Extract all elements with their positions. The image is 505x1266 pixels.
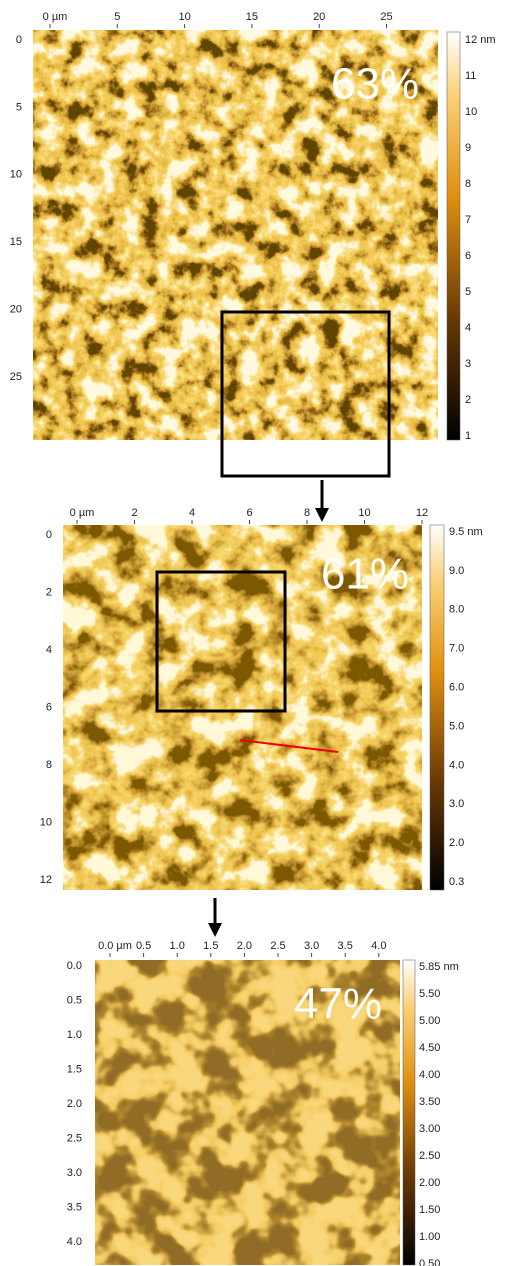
y-tick-label: 4 — [46, 644, 52, 656]
colorbar-label: 1.00 — [419, 1231, 440, 1243]
colorbar-label: 8 — [465, 178, 471, 190]
x-tick-label: 1.0 — [170, 940, 185, 952]
colorbar-label: 4.0 — [449, 759, 464, 771]
y-tick-label: 5 — [16, 101, 22, 113]
figure: 63% 61% 47% 0 µm510152025051015202512 nm… — [0, 0, 505, 1266]
x-tick-label: 2 — [131, 507, 137, 519]
colorbar-label: 0.3 — [449, 876, 464, 888]
colorbar-label: 11 — [465, 70, 476, 82]
y-tick-label: 20 — [10, 304, 22, 316]
x-tick-label: 20 — [313, 11, 325, 23]
x-tick-label: 4.0 — [371, 940, 386, 952]
y-tick-label: 2 — [46, 586, 52, 598]
colorbar-label: 3 — [465, 358, 471, 370]
x-tick-label: 5 — [114, 11, 120, 23]
y-tick-label: 10 — [40, 816, 52, 828]
y-tick-label: 6 — [46, 701, 52, 713]
colorbar-label: 5 — [465, 286, 471, 298]
arrow-head — [315, 508, 329, 522]
colorbar-label: 9 — [465, 142, 471, 154]
colorbar-label: 4 — [465, 322, 471, 334]
y-tick-label: 0.0 — [67, 960, 82, 972]
colorbar-label: 4.50 — [419, 1042, 440, 1054]
x-tick-label: 2.5 — [270, 940, 285, 952]
y-tick-label: 1.0 — [67, 1029, 82, 1041]
colorbar-label: 3.50 — [419, 1096, 440, 1108]
x-tick-label: 6 — [246, 507, 252, 519]
x-tick-label: 10 — [358, 507, 370, 519]
colorbar-label: 2.0 — [449, 837, 464, 849]
colorbar-label: 7.0 — [449, 643, 464, 655]
colorbar-label: 1.50 — [419, 1204, 440, 1216]
colorbar-label: 3.00 — [419, 1123, 440, 1135]
colorbar — [430, 525, 444, 890]
coverage-label: 63% — [331, 60, 419, 109]
x-tick-label: 15 — [246, 11, 258, 23]
y-tick-label: 8 — [46, 759, 52, 771]
colorbar-label: 10 — [465, 106, 477, 118]
x-tick-label: 8 — [304, 507, 310, 519]
x-tick-label: 4 — [189, 507, 195, 519]
y-tick-label: 2.0 — [67, 1098, 82, 1110]
y-tick-label: 2.5 — [67, 1132, 82, 1144]
colorbar-label: 2.00 — [419, 1177, 440, 1189]
colorbar-label: 5.0 — [449, 720, 464, 732]
coverage-label: 61% — [321, 550, 409, 599]
x-tick-label: 0 µm — [43, 11, 68, 23]
x-tick-label: 2.0 — [237, 940, 252, 952]
colorbar-label: 6.0 — [449, 682, 464, 694]
x-tick-label: 3.0 — [304, 940, 319, 952]
colorbar-label: 9.5 nm — [449, 526, 483, 538]
colorbar — [447, 32, 460, 440]
x-tick-label: 0.0 µm — [98, 940, 132, 952]
colorbar-label: 5.00 — [419, 1015, 440, 1027]
colorbar-label: 6 — [465, 250, 471, 262]
y-tick-label: 25 — [10, 371, 22, 383]
arrow-head — [208, 923, 222, 937]
colorbar-label: 9.0 — [449, 565, 464, 577]
colorbar-label: 3.0 — [449, 798, 464, 810]
colorbar-label: 5.50 — [419, 988, 440, 1000]
x-tick-label: 12 — [416, 507, 428, 519]
colorbar-label: 7 — [465, 214, 471, 226]
y-tick-label: 10 — [10, 169, 22, 181]
y-tick-label: 3.5 — [67, 1201, 82, 1213]
colorbar-label: 1 — [465, 430, 471, 442]
colorbar-label: 2.50 — [419, 1150, 440, 1162]
y-tick-label: 0 — [46, 529, 52, 541]
colorbar — [403, 960, 415, 1265]
x-tick-label: 3.5 — [338, 940, 353, 952]
coverage-label: 47% — [294, 980, 382, 1029]
x-tick-label: 10 — [178, 11, 190, 23]
colorbar-label: 12 nm — [465, 34, 496, 46]
y-tick-label: 15 — [10, 236, 22, 248]
y-tick-label: 4.0 — [67, 1236, 82, 1248]
y-tick-label: 12 — [40, 874, 52, 886]
y-tick-label: 1.5 — [67, 1063, 82, 1075]
colorbar-label: 2 — [465, 394, 471, 406]
y-tick-label: 0 — [16, 34, 22, 46]
x-tick-label: 0.5 — [136, 940, 151, 952]
x-tick-label: 0 µm — [70, 507, 95, 519]
colorbar-label: 0.50 — [419, 1258, 440, 1266]
x-tick-label: 1.5 — [203, 940, 218, 952]
y-tick-label: 0.5 — [67, 994, 82, 1006]
x-tick-label: 25 — [380, 11, 392, 23]
y-tick-label: 3.0 — [67, 1167, 82, 1179]
colorbar-label: 8.0 — [449, 604, 464, 616]
colorbar-label: 5.85 nm — [419, 961, 459, 973]
colorbar-label: 4.00 — [419, 1069, 440, 1081]
